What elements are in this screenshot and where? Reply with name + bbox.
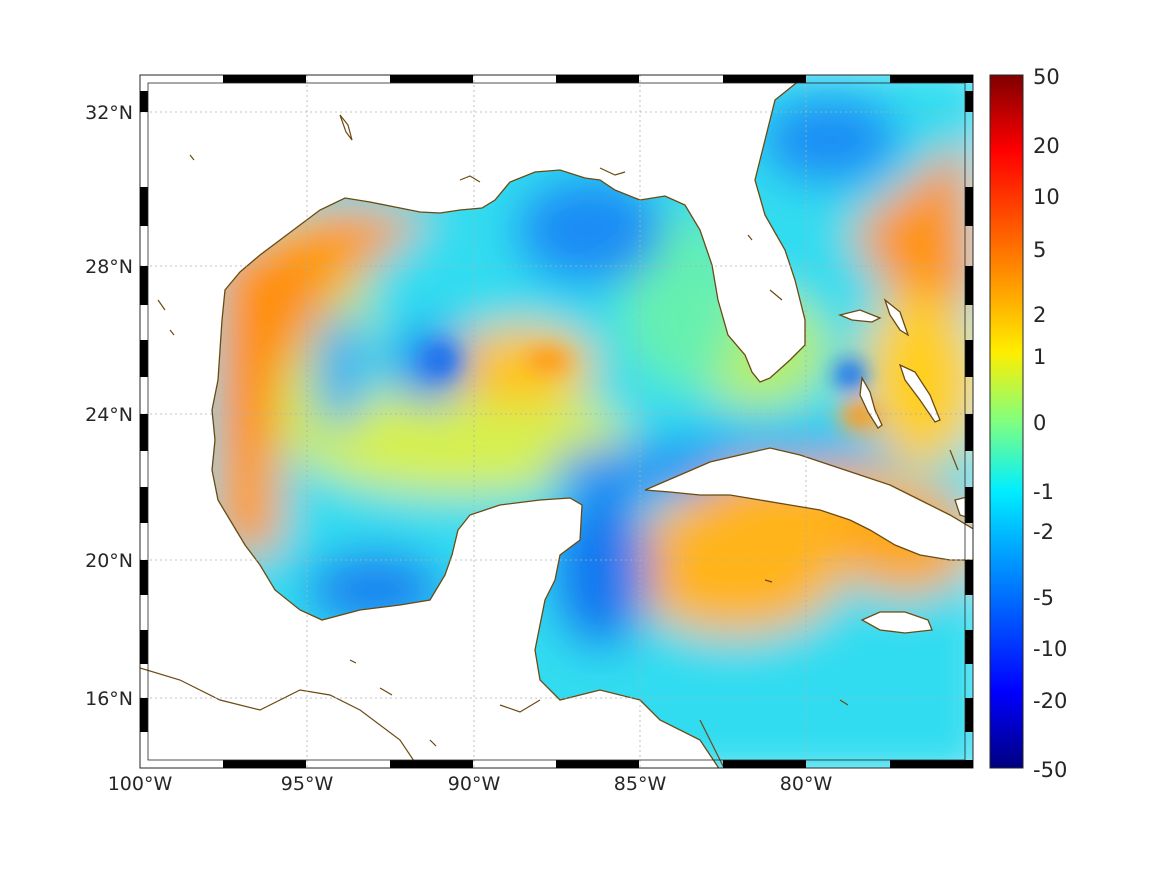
- us-gulf-coast-land: [140, 75, 806, 768]
- jamaica-land: [860, 611, 933, 634]
- lon-tick-label: 80°W: [780, 773, 833, 795]
- colorbar-label: 1: [1033, 345, 1046, 369]
- colorbar-label: 20: [1033, 134, 1060, 158]
- map-frame: [139, 74, 974, 769]
- land-masses: [140, 75, 973, 768]
- map-grid: [140, 75, 973, 768]
- lat-tick-label: 32°N: [85, 102, 133, 124]
- lat-tick-label: 20°N: [85, 550, 133, 572]
- colorbar-label: 5: [1033, 238, 1046, 262]
- colorbar-label: -1: [1033, 480, 1054, 504]
- lat-tick-label: 24°N: [85, 404, 133, 426]
- colorbar-label: -5: [1033, 586, 1054, 610]
- lat-tick-label: 28°N: [85, 256, 133, 278]
- abaco-island: [883, 298, 910, 337]
- lat-tick-labels: 32°N 28°N 24°N 20°N 16°N: [85, 102, 133, 710]
- colorbar-ramp: [989, 74, 1024, 769]
- colorbar-label: 2: [1033, 303, 1046, 327]
- anomaly-field: [140, 75, 973, 768]
- eleuthera-island: [898, 363, 941, 423]
- lon-tick-label: 90°W: [448, 773, 501, 795]
- grand-bahama: [837, 309, 882, 323]
- lat-tick-label: 16°N: [85, 688, 133, 710]
- colorbar-label: 50: [1033, 65, 1060, 89]
- colorbar-label: -20: [1033, 689, 1067, 713]
- colorbar-label: -2: [1033, 520, 1054, 544]
- colorbar-label: -10: [1033, 637, 1067, 661]
- andros-island: [859, 375, 883, 429]
- cuba-land: [644, 447, 973, 561]
- lon-tick-labels: 100°W 95°W 90°W 85°W 80°W: [108, 773, 833, 795]
- colorbar-label: 10: [1033, 185, 1060, 209]
- colorbar-labels: 50 20 10 5 2 1 0 -1 -2 -5 -10 -20 -50: [1033, 65, 1067, 782]
- colorbar: 50 20 10 5 2 1 0 -1 -2 -5 -10 -20 -50: [989, 65, 1067, 782]
- lon-tick-label: 85°W: [614, 773, 667, 795]
- colorbar-label: 0: [1033, 411, 1046, 435]
- lon-tick-label: 95°W: [281, 773, 334, 795]
- colorbar-label: -50: [1033, 758, 1067, 782]
- lon-tick-label: 100°W: [108, 773, 173, 795]
